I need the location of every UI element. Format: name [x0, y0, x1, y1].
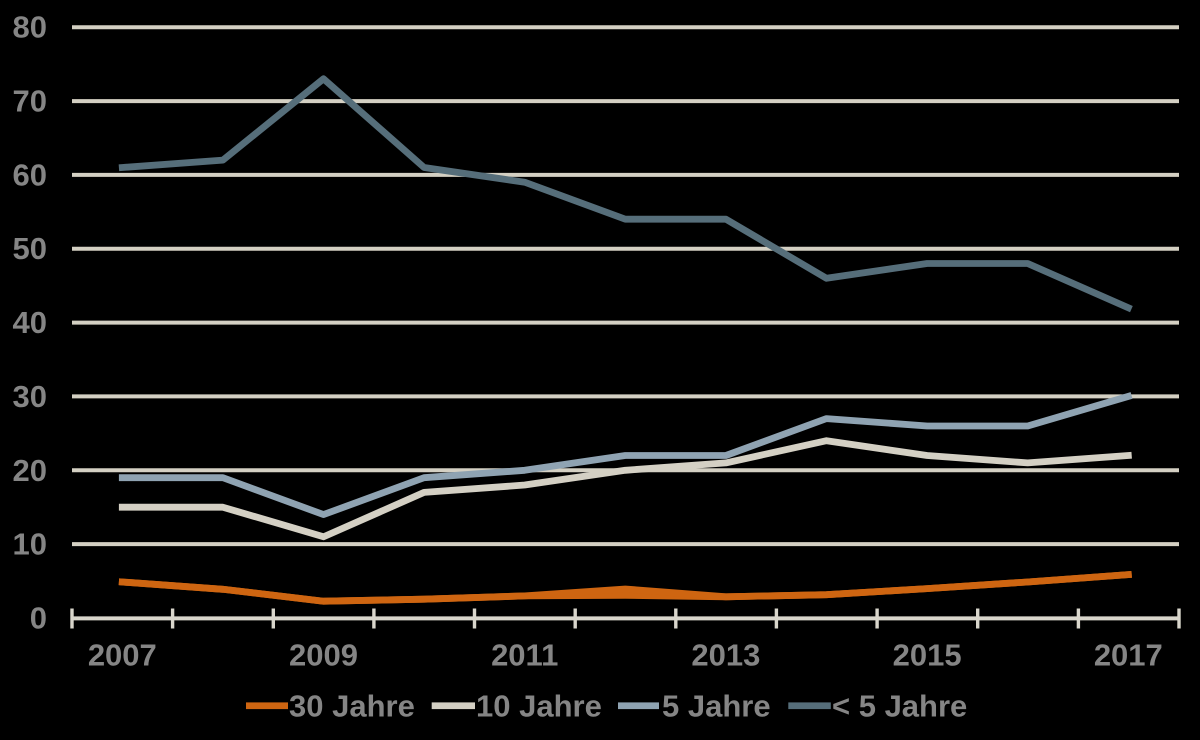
svg-text:80: 80 [13, 10, 47, 45]
svg-text:2013: 2013 [691, 638, 760, 673]
svg-text:< 5 Jahre: < 5 Jahre [832, 689, 967, 724]
svg-text:2007: 2007 [88, 638, 157, 673]
svg-text:0: 0 [30, 601, 47, 636]
svg-text:70: 70 [13, 84, 47, 119]
svg-text:20: 20 [13, 453, 47, 488]
svg-text:30 Jahre: 30 Jahre [289, 689, 415, 724]
svg-text:10: 10 [13, 527, 47, 562]
svg-text:50: 50 [13, 231, 47, 266]
svg-text:2011: 2011 [491, 638, 558, 673]
svg-text:60: 60 [13, 157, 47, 192]
svg-text:40: 40 [13, 305, 47, 340]
svg-text:5 Jahre: 5 Jahre [662, 689, 771, 724]
svg-text:10 Jahre: 10 Jahre [476, 689, 602, 724]
svg-text:2017: 2017 [1094, 638, 1163, 673]
svg-text:30: 30 [13, 379, 47, 414]
svg-text:2009: 2009 [289, 638, 358, 673]
svg-text:2015: 2015 [893, 638, 962, 673]
